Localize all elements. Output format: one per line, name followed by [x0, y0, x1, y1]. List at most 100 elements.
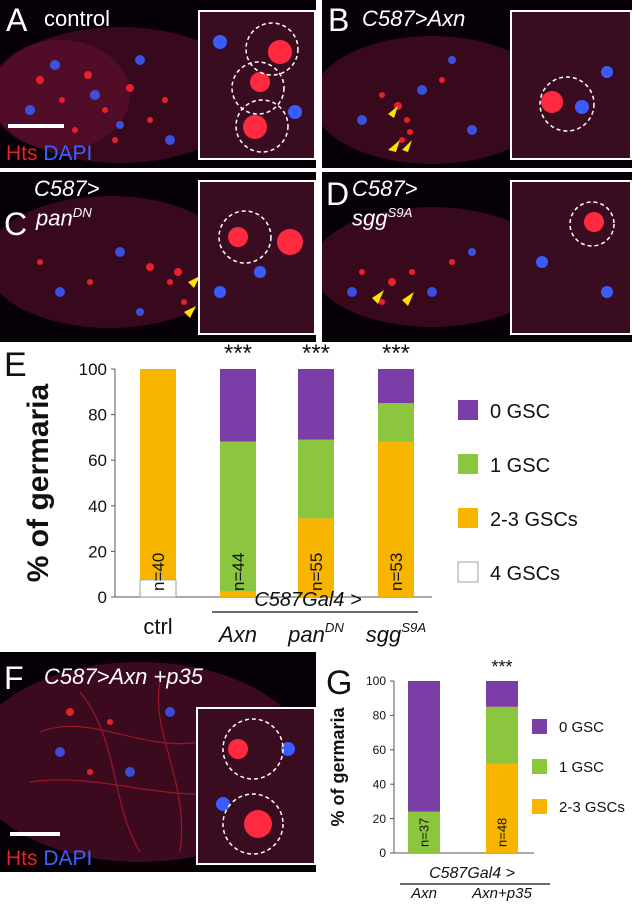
panel-letter-e: E [4, 346, 27, 384]
category-label-sup: DN [325, 620, 345, 635]
bar-segment-1-gsc [298, 439, 334, 519]
micrograph-b-inset [510, 10, 632, 160]
category-label: Axn [217, 622, 257, 647]
bar-segment-0-gsc [378, 369, 414, 404]
bar-segment-0-gsc [408, 681, 440, 812]
category-label-base: Axn [410, 885, 437, 902]
legend-label: 2-3 GSCs [490, 509, 578, 531]
micrograph-c-image [0, 196, 235, 328]
bar-segment-1-gsc [486, 706, 518, 764]
panel-letter-c: C [4, 206, 28, 242]
stain-dapi-a: DAPI [43, 142, 93, 165]
micrograph-panel-d: D C587> sggS9A [322, 172, 632, 342]
legend-label: 4 GSCs [490, 563, 560, 585]
chart-e: 0 20 40 60 80 100 % of germaria n=40 ctrl n=44 ***… [22, 344, 578, 647]
scale-bar-a [8, 124, 64, 128]
panel-d-title-line2: sggS9A [352, 206, 412, 229]
significance-stars: *** [302, 344, 330, 367]
category-label-base: ctrl [143, 614, 172, 639]
y-tick-label: 100 [366, 674, 386, 688]
n-label: n=37 [417, 818, 432, 847]
bar-segment-0-gsc [486, 681, 518, 707]
y-axis-title: % of germaria [328, 706, 348, 826]
category-label-base: Axn [217, 622, 257, 647]
micrograph-c-inset [198, 180, 316, 335]
legend-swatch [458, 400, 478, 420]
significance-stars: *** [382, 344, 410, 367]
category-label-base: Axn+p35 [471, 885, 532, 902]
panel-c-genotype: pan [36, 205, 73, 231]
micrograph-a-image [0, 27, 250, 163]
panel-letter-d: D [326, 176, 350, 212]
category-label: Axn [410, 885, 437, 902]
legend-swatch [532, 759, 547, 774]
stain-hts-f: Hts [6, 847, 38, 870]
significance-stars: *** [224, 344, 252, 367]
panel-d-title-line1: C587> [352, 176, 418, 201]
scale-bar-f [10, 832, 60, 836]
stain-dapi-f: DAPI [43, 847, 93, 870]
legend-swatch [458, 454, 478, 474]
group-label: C587Gal4 > [429, 865, 515, 882]
y-tick-label: 80 [373, 709, 387, 723]
n-label: n=40 [149, 553, 168, 591]
significance-stars: *** [491, 657, 512, 677]
n-label: n=53 [387, 553, 406, 591]
bar-segment-1-gsc [378, 403, 414, 442]
category-label: sggS9A [366, 620, 427, 647]
micrograph-panel-f: F C587>Axn +p35 Hts DAPI [0, 652, 316, 872]
y-tick-label: 0 [98, 588, 107, 607]
bar-segment-1-gsc [408, 811, 440, 853]
bar-segment-2-3-gscs [486, 763, 518, 853]
y-tick-label: 0 [379, 846, 386, 860]
panel-c-title-line2: panDN [36, 206, 92, 229]
legend-swatch [458, 508, 478, 528]
panel-d-genotype-sup: S9A [387, 205, 413, 220]
micrograph-f-inset [196, 707, 316, 865]
n-label: n=48 [495, 818, 510, 847]
legend-label: 0 GSC [490, 401, 550, 423]
category-label: panDN [287, 620, 344, 647]
micrograph-d-image [322, 207, 552, 327]
y-tick-label: 100 [79, 360, 107, 379]
y-tick-label: 20 [373, 812, 387, 826]
y-axis-title: % of germaria [22, 383, 55, 582]
legend-swatch [532, 799, 547, 814]
category-label-base: pan [287, 622, 325, 647]
legend-label: 2-3 GSCs [559, 799, 625, 816]
y-tick-label: 80 [88, 406, 107, 425]
bar-segment-2-3-gscs [378, 441, 414, 597]
bar-segment-2-3-gscs [298, 518, 334, 597]
panel-c-genotype-sup: DN [72, 205, 92, 220]
chart-g: 0 20 40 60 80 100 % of germaria n=37 Axn n=48 *** A… [328, 657, 625, 902]
n-label: n=44 [229, 553, 248, 591]
legend-swatch [457, 561, 479, 583]
panel-c-title-line1: C587> [34, 176, 100, 201]
panel-a-title: control [44, 6, 111, 31]
panel-letter-b: B [328, 2, 350, 38]
stain-hts-a: Hts [6, 142, 38, 165]
category-label-sup: S9A [401, 620, 426, 635]
category-label-base: sgg [366, 622, 402, 647]
panel-letter-f: F [4, 660, 24, 696]
legend-label: 0 GSC [559, 719, 604, 736]
micrograph-a-inset [198, 10, 316, 160]
legend-swatch [532, 719, 547, 734]
micrograph-d-inset [510, 180, 632, 335]
bar-segment-0-gsc [298, 369, 334, 440]
category-label: ctrl [143, 614, 172, 639]
n-label: n=55 [307, 553, 326, 591]
micrograph-b-image [322, 36, 552, 164]
micrograph-panel-a: A control Hts DAPI [0, 0, 316, 168]
legend-label: 1 GSC [490, 455, 550, 477]
panel-b-title: C587>Axn [362, 6, 466, 31]
y-tick-label: 40 [373, 777, 387, 791]
bar-segment-2-3-gscs [220, 591, 256, 597]
y-tick-label: 60 [88, 451, 107, 470]
bar-segment-2-3-gscs [140, 369, 176, 580]
panel-d-genotype: sgg [352, 205, 388, 231]
panel-letter-a: A [6, 2, 28, 38]
legend-label: 1 GSC [559, 759, 604, 776]
bar-segment-4-gscs [139, 579, 177, 598]
stain-label-a: Hts DAPI [6, 143, 92, 164]
